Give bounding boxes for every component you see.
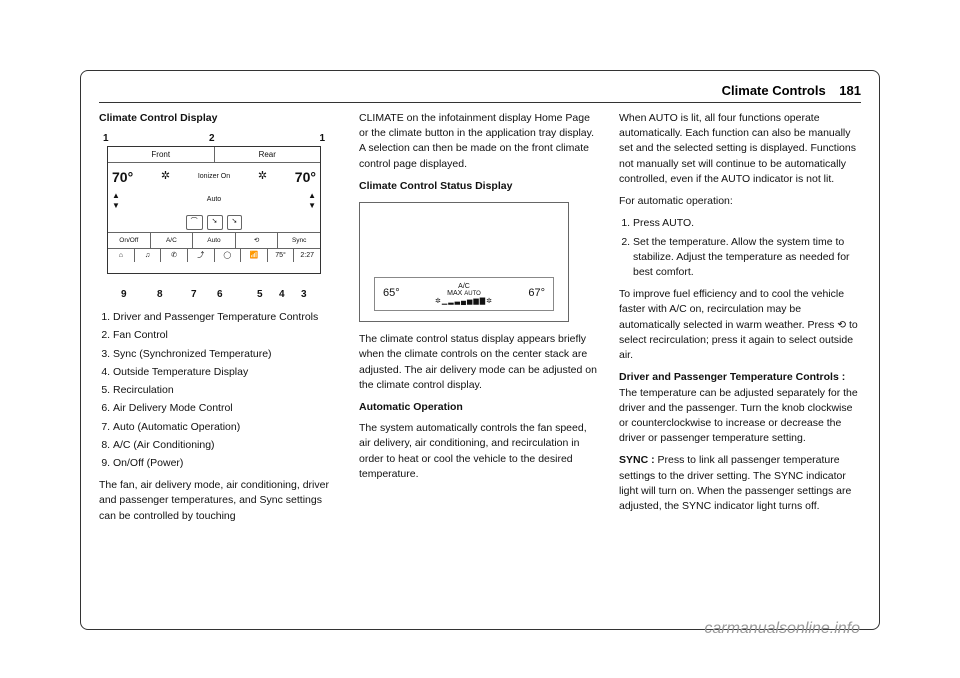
status-auto-label: AUTO [464,291,481,297]
arrow-row: ▲▼ Auto ▲▼ [108,192,320,214]
automatic-operation-heading: Automatic Operation [359,400,601,415]
temperature-row: 70° ✲ Ionizer On ✲ 70° [108,163,320,191]
page-frame: Climate Controls 181 Climate Control Dis… [80,70,880,630]
climate-display-diagram: 1 2 1 Front Rear 70° ✲ Ionizer On ✲ 70° [99,132,329,302]
mode-face-icon: ➘ [207,215,223,229]
driver-passenger-para: Driver and Passenger Temperature Control… [619,370,861,446]
apps-icon: ◯ [215,249,242,262]
page-header: Climate Controls 181 [99,83,861,103]
legend-item: Air Delivery Mode Control [113,401,341,416]
legend-item: Auto (Automatic Operation) [113,420,341,435]
phone-icon: ✆ [161,249,188,262]
passenger-temp-arrows: ▲▼ [308,192,316,210]
status-left-temp: 65° [383,286,400,302]
legend-item: Outside Temperature Display [113,365,341,380]
callout-7: 7 [191,288,197,303]
sync-text: Press to link all passenger temperature … [619,454,851,512]
column-2: CLIMATE on the infotainment display Home… [359,111,601,613]
tab-front: Front [108,147,215,162]
dp-label: Driver and Passenger Temperature Control… [619,371,845,383]
legend-item: On/Off (Power) [113,456,341,471]
callout-9: 9 [121,288,127,303]
column-3: When AUTO is lit, all four functions ope… [619,111,861,613]
nav-icon: ⤴ [188,249,215,262]
callout-8: 8 [157,288,163,303]
callout-2: 2 [209,132,215,147]
driver-temp-arrows: ▲▼ [112,192,120,210]
page-number: 181 [839,83,861,98]
recirc-button: ⟲ [236,233,279,248]
clock: 2:27 [294,249,320,262]
mode-row: ⌒ ➘ ➘ [108,214,320,232]
legend-item: Sync (Synchronized Temperature) [113,347,341,362]
fan-icon-2: ✲ [258,169,267,185]
mode-defrost-icon: ⌒ [186,215,203,229]
legend-list: Driver and Passenger Temperature Control… [113,310,341,471]
outside-temp: 75° [268,249,295,262]
sync-para: SYNC : Press to link all passenger tempe… [619,453,861,514]
legend-item: Driver and Passenger Temperature Control… [113,310,341,325]
text-columns: Climate Control Display 1 2 1 Front Rear… [99,111,861,613]
col3-lead: For automatic operation: [619,194,861,209]
fan-icon: ✲ [161,169,170,185]
callout-1-left: 1 [103,132,109,147]
music-icon: ♫ [135,249,162,262]
col3-para1: When AUTO is lit, all four functions ope… [619,111,861,187]
onoff-button: On/Off [108,233,151,248]
footer-bar: ⌂ ♫ ✆ ⤴ ◯ 📶 75° 2:27 [108,248,320,262]
home-icon: ⌂ [108,249,135,262]
callout-5: 5 [257,288,263,303]
auto-mini-label: Auto [207,195,221,205]
status-center: A/C MAX AUTO ✲▁▂▃▄▅▆▇✲ [435,283,493,306]
fan-bar-icon: ✲▁▂▃▄▅▆▇✲ [435,298,493,305]
status-display-diagram: 65° A/C MAX AUTO ✲▁▂▃▄▅▆▇✲ 67° [359,202,569,322]
ac-button: A/C [151,233,194,248]
auto-button: Auto [193,233,236,248]
status-display-heading: Climate Control Status Display [359,179,601,194]
sync-button: Sync [278,233,320,248]
mode-foot-icon: ➘ [227,215,243,229]
signal-icon: 📶 [241,249,268,262]
auto-steps: Press AUTO. Set the temperature. Allow t… [633,216,861,280]
climate-panel: Front Rear 70° ✲ Ionizer On ✲ 70° ▲▼ Aut… [107,146,321,274]
status-bar: 65° A/C MAX AUTO ✲▁▂▃▄▅▆▇✲ 67° [374,277,554,311]
legend-item: Recirculation [113,383,341,398]
driver-temp: 70° [112,167,133,187]
passenger-temp: 70° [295,167,316,187]
section-title: Climate Controls [722,83,826,98]
dp-text: The temperature can be adjusted separate… [619,387,858,445]
auto-step: Press AUTO. [633,216,861,231]
button-row: On/Off A/C Auto ⟲ Sync [108,232,320,248]
col3-para2: To improve fuel efficiency and to cool t… [619,287,861,363]
status-right-temp: 67° [528,286,545,302]
column-1: Climate Control Display 1 2 1 Front Rear… [99,111,341,613]
climate-tabs: Front Rear [108,147,320,163]
legend-item: A/C (Air Conditioning) [113,438,341,453]
callout-3: 3 [301,288,307,303]
ionizer-label: Ionizer On [198,172,230,182]
col2-para3: The system automatically controls the fa… [359,421,601,482]
callout-4: 4 [279,288,285,303]
callout-1-right: 1 [319,132,325,147]
legend-item: Fan Control [113,328,341,343]
climate-control-display-heading: Climate Control Display [99,111,341,126]
col2-para1: CLIMATE on the infotainment display Home… [359,111,601,172]
sync-label: SYNC : [619,454,655,466]
tab-rear: Rear [215,147,321,162]
callout-6: 6 [217,288,223,303]
auto-step: Set the temperature. Allow the system ti… [633,235,861,281]
watermark: carmanualsonline.info [704,620,860,638]
col1-tail-para: The fan, air delivery mode, air conditio… [99,478,341,524]
col2-para2: The climate control status display appea… [359,332,601,393]
